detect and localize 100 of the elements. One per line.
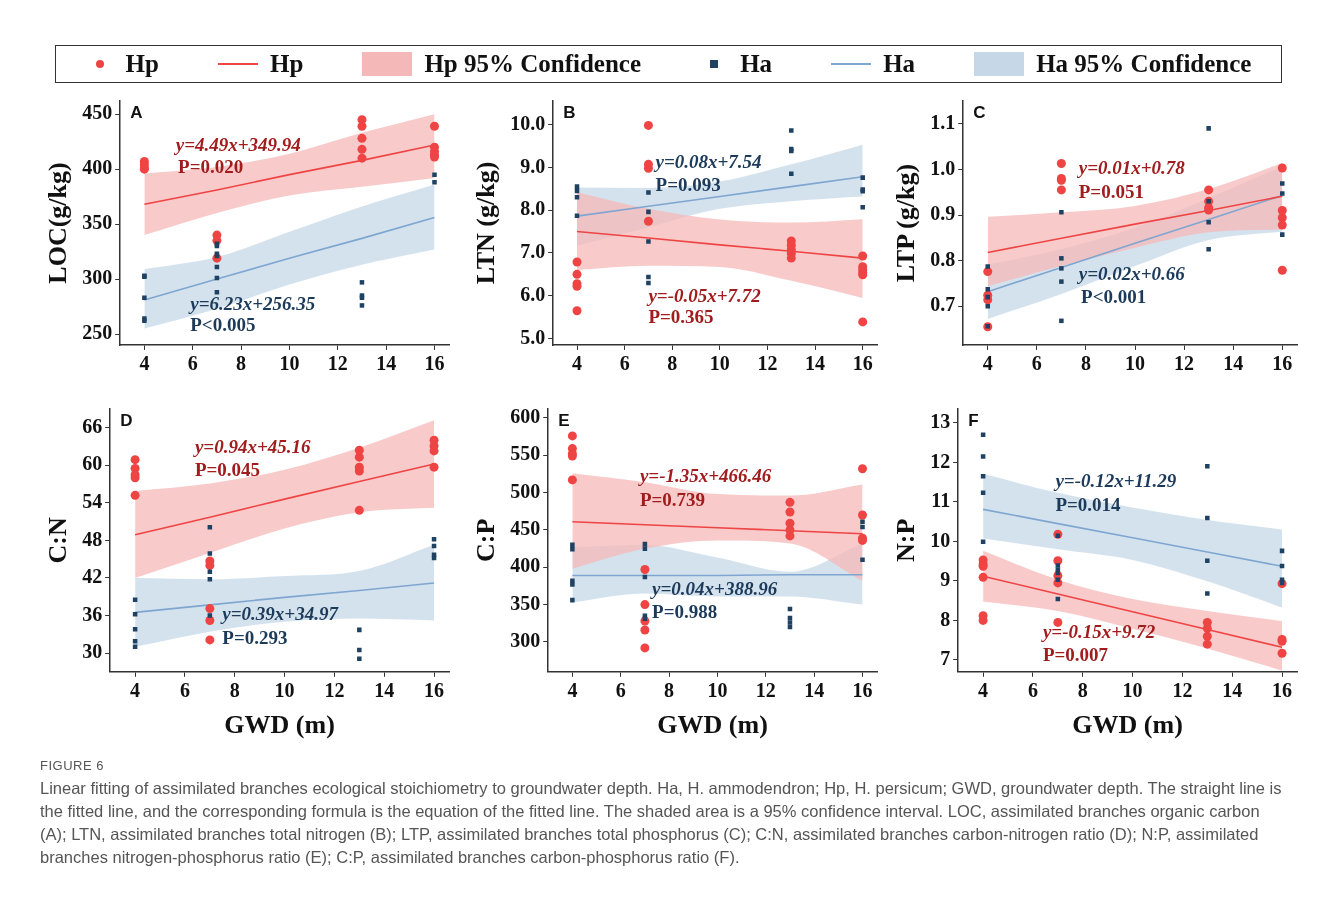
x-tick-label: 14 — [374, 678, 395, 701]
y-tick-label: 9.0 — [520, 154, 546, 177]
x-axis-title: GWD (m) — [657, 710, 768, 740]
y-tick-label: 13 — [930, 410, 951, 432]
annotation: P=0.020 — [178, 156, 244, 178]
y-tick-label: 250 — [82, 321, 113, 344]
y-tick-label: 600 — [510, 405, 541, 428]
y-axis-title: C:N — [43, 517, 73, 564]
x-tick-label: 12 — [757, 352, 778, 375]
annotation: y=-0.15x+9.72 — [1040, 620, 1156, 642]
y-tick-label: 300 — [82, 266, 113, 289]
y-tick-label: 7.0 — [520, 240, 546, 263]
y-tick-label: 350 — [510, 591, 541, 614]
x-tick-label: 12 — [1174, 352, 1195, 375]
x-tick-label: 16 — [1272, 352, 1293, 375]
y-tick-label: 10 — [930, 528, 951, 551]
x-tick-label: 16 — [424, 352, 445, 375]
x-tick-label: 14 — [1222, 678, 1243, 701]
annotation: y=0.94x+45.16 — [192, 435, 311, 457]
x-tick-label: 6 — [1031, 352, 1042, 375]
annotation: y=0.04x+388.96 — [650, 578, 778, 600]
y-tick-label: 550 — [510, 442, 541, 465]
y-axis-title: LTP (g/kg) — [891, 163, 921, 283]
x-tick-label: 12 — [1172, 678, 1193, 701]
x-tick-label: 4 — [982, 352, 993, 375]
chart-title: B — [563, 103, 576, 123]
annotation: P=0.014 — [1055, 493, 1122, 515]
caption: FIGURE 6 — [40, 758, 105, 773]
annotation: y=0.08x+7.54 — [653, 150, 762, 172]
x-tick-label: 4 — [567, 678, 578, 701]
x-tick-label: 10 — [1125, 352, 1146, 375]
y-tick-label: 8 — [940, 607, 951, 630]
chart-title: C — [973, 103, 986, 123]
y-tick-label: 36 — [82, 602, 103, 625]
text: Linear fitting of assimilated branches ecological stoichiometry to groundwater depth. Ha, H. ammodendron; Hp, H. persicum; GWD, groundwater depth. The straight line is the fitted line, and the corresponding formula is the equation of the fitted line. The shaded area is a 95% confidence interval. LOC, assimilated branches organic carbon (A); LTN, assimilated branches total nitrogen (B); LTP, assimilated branches total phosphorus (C); C:N, assimilated branches carbon-nitrogen ratio (D); N:P, assimilated branches nitrogen-phosphorus ratio (E); C:P, assimilated branches carbon-phosphorus ratio (F). — [40, 778, 1283, 868]
x-tick-label: 8 — [667, 352, 678, 375]
x-tick-label: 6 — [187, 352, 198, 375]
chart-title: D — [120, 411, 133, 431]
legend-label: Ha — [883, 50, 916, 78]
annotation: P<0.001 — [1081, 286, 1147, 308]
annotation: y=4.49x+349.94 — [173, 134, 301, 156]
x-tick-label: 8 — [229, 678, 240, 701]
x-tick-label: 14 — [805, 352, 826, 375]
x-tick-label: 8 — [664, 678, 675, 701]
x-tick-label: 4 — [139, 352, 150, 375]
y-tick-label: 500 — [510, 479, 541, 502]
y-tick-label: 60 — [82, 452, 103, 475]
x-tick-label: 6 — [1027, 678, 1038, 701]
x-tick-label: 14 — [376, 352, 397, 375]
legend-label: Hp — [269, 50, 304, 78]
x-tick-label: 16 — [852, 352, 873, 375]
y-tick-label: 66 — [82, 414, 103, 437]
x-tick-label: 10 — [279, 352, 300, 375]
y-tick-label: 9 — [940, 568, 951, 591]
x-tick-label: 10 — [274, 678, 295, 701]
y-axis-title: LOC(g/kg) — [43, 162, 73, 284]
x-tick-label: 10 — [709, 352, 730, 375]
x-tick-label: 4 — [572, 352, 583, 375]
y-tick-label: 1.1 — [930, 110, 956, 133]
y-tick-label: 400 — [82, 156, 113, 179]
x-tick-label: 12 — [755, 678, 776, 701]
annotation: y=-0.12x+11.29 — [1053, 469, 1177, 491]
legend-label: Ha 95% Confidence — [1036, 50, 1252, 78]
chart-title: A — [130, 103, 143, 123]
y-tick-label: 7 — [940, 647, 951, 670]
y-tick-label: 30 — [82, 640, 103, 663]
x-tick-label: 14 — [1223, 352, 1244, 375]
annotation: y=-1.35x+466.46 — [637, 465, 772, 487]
y-tick-label: 0.7 — [930, 293, 956, 316]
y-tick-label: 350 — [82, 211, 113, 234]
x-tick-label: 4 — [130, 678, 141, 701]
x-tick-label: 12 — [324, 678, 345, 701]
x-tick-label: 16 — [852, 678, 873, 701]
x-tick-label: 8 — [1080, 352, 1091, 375]
x-tick-label: 6 — [619, 352, 630, 375]
annotation: y=6.23x+256.35 — [188, 293, 316, 315]
annotation: P=0.739 — [639, 489, 706, 511]
y-tick-label: 450 — [82, 101, 113, 124]
legend-label: Hp — [125, 50, 159, 78]
y-tick-label: 1.0 — [930, 156, 956, 179]
x-tick-label: 12 — [327, 352, 348, 375]
y-axis-title: LTN (g/kg) — [471, 161, 501, 285]
legend-label: Hp 95% Confidence — [424, 50, 642, 78]
chart-title: E — [558, 411, 570, 431]
x-tick-label: 14 — [804, 678, 825, 701]
x-tick-label: 8 — [236, 352, 247, 375]
x-axis-title: GWD (m) — [1072, 710, 1183, 740]
x-tick-label: 16 — [424, 678, 445, 701]
x-tick-label: 10 — [1122, 678, 1143, 701]
x-axis-title: GWD (m) — [224, 710, 335, 740]
annotation: P=0.365 — [648, 306, 714, 328]
chart-title: F — [968, 411, 979, 431]
y-tick-label: 300 — [510, 629, 541, 652]
legend-label: Ha — [740, 50, 773, 78]
y-tick-label: 11 — [931, 489, 951, 512]
y-tick-label: 8.0 — [520, 197, 546, 220]
annotation: P=0.988 — [652, 601, 718, 623]
annotation: y=-0.05x+7.72 — [646, 285, 762, 307]
annotation: y=0.39x+34.97 — [220, 603, 340, 625]
y-tick-label: 12 — [930, 449, 951, 472]
